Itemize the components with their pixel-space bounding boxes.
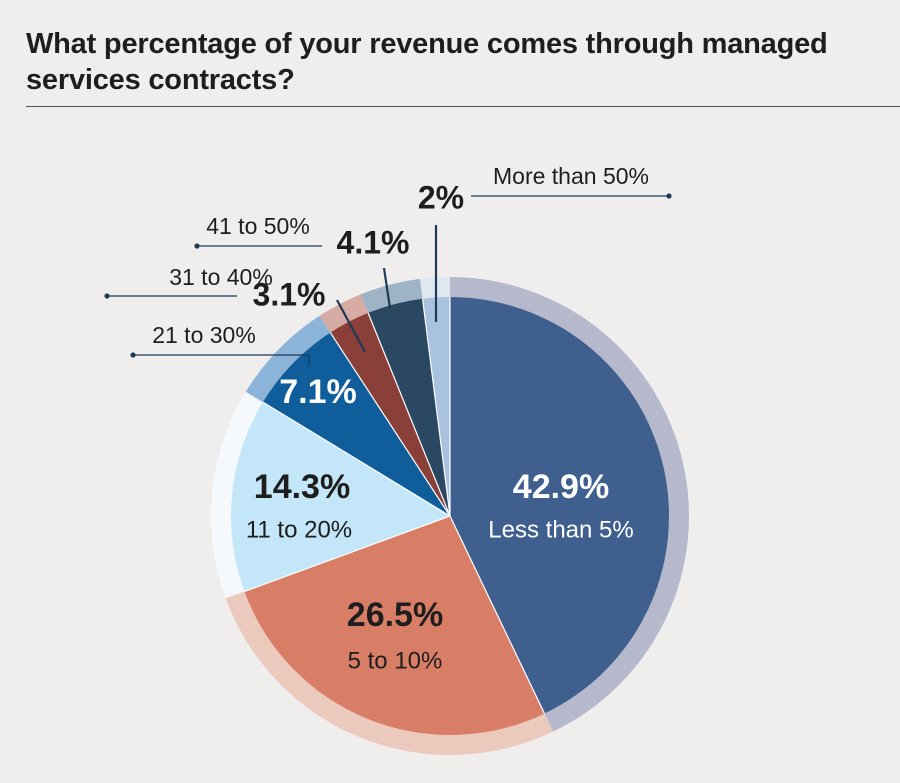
pie-slice-5-to-10 bbox=[244, 516, 545, 735]
callout-rule-21-to-30 bbox=[133, 354, 310, 366]
pie-slice-31-to-40 bbox=[330, 312, 450, 516]
category-label-5-to-10: 5 to 10% bbox=[348, 647, 443, 674]
callout-dot-31-to-40 bbox=[104, 293, 110, 299]
leader-line-41-to-50 bbox=[382, 267, 392, 309]
category-label-41-to-50: 41 to 50% bbox=[206, 213, 310, 239]
slice-separator bbox=[329, 332, 451, 517]
slice-separator bbox=[367, 312, 451, 517]
category-label-less-than-5: Less than 5% bbox=[488, 516, 633, 543]
value-label-41-to-50: 4.1% bbox=[337, 224, 410, 260]
leader-line-31-to-40 bbox=[336, 299, 366, 353]
pie-slice-11-to-20 bbox=[230, 402, 450, 592]
chart-title: What percentage of your revenue comes th… bbox=[26, 28, 828, 96]
pie-labels-group: 42.9% Less than 5% 26.5% 5 to 10% 14.3% 11 to… bbox=[152, 163, 649, 674]
category-label-11-to-20: 11 to 20% bbox=[246, 516, 352, 543]
value-label-11-to-20: 14.3% bbox=[254, 468, 350, 506]
callout-dot-more-than-50 bbox=[666, 193, 672, 199]
callout-leaders-group bbox=[104, 193, 672, 366]
pie-slice-41-to-50 bbox=[368, 298, 450, 516]
category-label-21-to-30: 21 to 30% bbox=[152, 322, 256, 348]
slice-separator bbox=[421, 298, 451, 517]
value-label-more-than-50: 2% bbox=[418, 179, 464, 215]
value-label-21-to-30: 7.1% bbox=[279, 373, 357, 411]
callout-dot-21-to-30 bbox=[130, 352, 136, 358]
pie-slice-less-than-5 bbox=[450, 297, 669, 714]
value-label-31-to-40: 3.1% bbox=[253, 276, 326, 312]
value-label-5-to-10: 26.5% bbox=[347, 596, 443, 634]
category-label-more-than-50: More than 50% bbox=[493, 163, 649, 189]
slice-separator bbox=[244, 515, 451, 593]
slice-separator bbox=[449, 515, 546, 714]
callout-dot-41-to-50 bbox=[194, 243, 200, 249]
pie-slice-21-to-30 bbox=[262, 332, 450, 516]
category-label-31-to-40: 31 to 40% bbox=[169, 264, 273, 290]
pie-slices-group bbox=[230, 297, 669, 735]
title-divider bbox=[26, 106, 900, 107]
value-label-less-than-5: 42.9% bbox=[513, 468, 609, 506]
slice-separator bbox=[262, 401, 451, 517]
